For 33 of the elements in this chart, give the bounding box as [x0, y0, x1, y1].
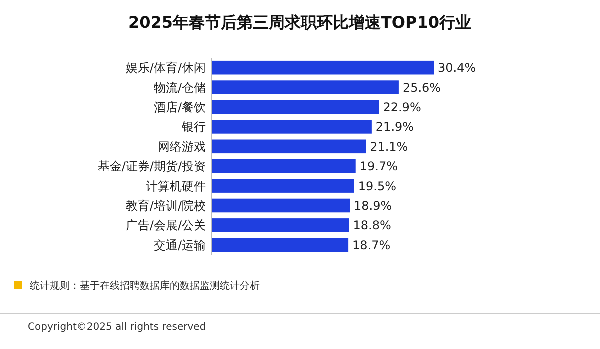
- bar: [212, 60, 434, 75]
- text: 统计规则：基于在线招聘数据库的数据监测统计分析: [30, 280, 260, 292]
- y-tick-label: 教育/培训/院校: [126, 198, 206, 213]
- data-label: 25.6%: [402, 80, 442, 95]
- y-tick-label: 基金/证券/期货/投资: [98, 160, 206, 174]
- bar: [212, 198, 350, 213]
- data-label: 18.8%: [353, 218, 392, 233]
- data-label: 18.9%: [354, 198, 392, 213]
- y-tick-label: 计算机硬件: [146, 179, 206, 194]
- data-label: 19.7%: [360, 160, 398, 174]
- chart-title: 2025年春节后第三周求职环比增速TOP10行业: [128, 13, 472, 32]
- data-label: 21.9%: [376, 120, 414, 134]
- y-tick-label: 酒店/餐饮: [154, 100, 206, 114]
- data-label: 22.9%: [383, 100, 422, 114]
- y-tick-label: 物流/仓储: [154, 80, 206, 95]
- bar: [212, 218, 350, 232]
- bar: [212, 179, 354, 193]
- y-tick-label: 交通/运输: [154, 238, 206, 252]
- bar: [212, 238, 349, 252]
- bar: [212, 80, 399, 94]
- y-tick-label: 广告/会展/公关: [126, 218, 206, 233]
- bar: [212, 100, 380, 114]
- bar: [212, 159, 356, 174]
- data-label: 19.5%: [358, 179, 397, 194]
- bar: [212, 120, 372, 134]
- y-tick-label: 银行: [181, 120, 206, 134]
- text: Copyright©2025 all rights reserved: [28, 322, 206, 333]
- y-tick-label: 娱乐/体育/休闲: [126, 61, 206, 76]
- bar: [212, 140, 366, 154]
- data-label: 30.4%: [438, 61, 476, 76]
- y-tick-label: 网络游戏: [158, 140, 206, 154]
- data-label: 18.7%: [352, 238, 391, 252]
- data-label: 21.1%: [370, 140, 408, 154]
